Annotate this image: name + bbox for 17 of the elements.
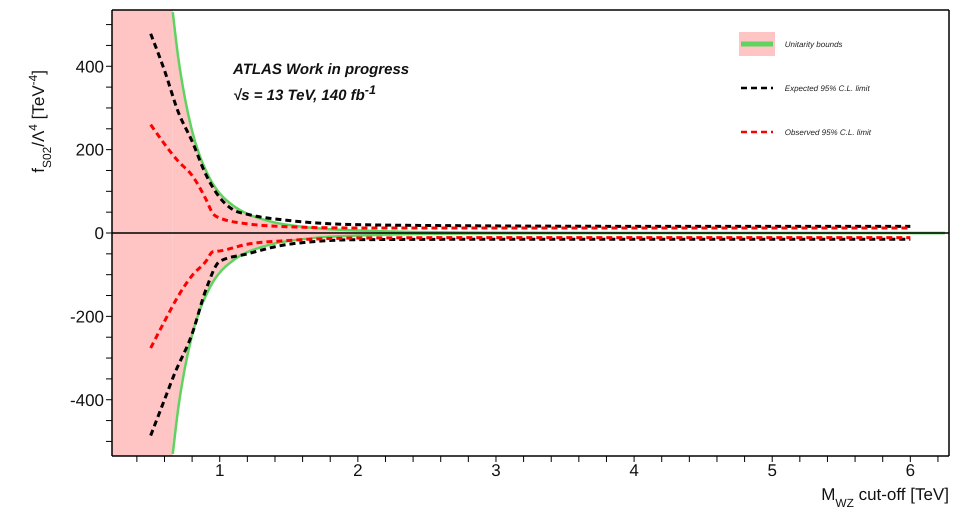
x-axis-title: M$_{WZ}$ cut-off [TeV] xyxy=(821,485,949,510)
x-tick-label: 3 xyxy=(491,461,501,480)
y-tick-label: -400 xyxy=(70,390,104,410)
annotation: √s = 13 TeV, 140 fb$^{-1}$ xyxy=(233,82,377,106)
y-tick-label: 200 xyxy=(76,140,104,160)
legend-label: Expected 95% C.L. limit xyxy=(784,84,870,92)
annotation: ATLAS Work in progress xyxy=(233,60,410,80)
x-tick-label: 6 xyxy=(906,461,916,480)
legend-label: Unitarity bounds xyxy=(784,40,843,48)
x-tick-label: 4 xyxy=(629,461,639,480)
legend-label: Observed 95% C.L. limit xyxy=(784,128,871,136)
x-tick-label: 1 xyxy=(215,461,224,480)
y-tick-label: 400 xyxy=(76,57,104,76)
x-tick-label: 5 xyxy=(767,461,777,480)
y-tick-label: -200 xyxy=(70,307,104,326)
x-tick-label: 2 xyxy=(353,461,363,480)
y-tick-label: 0 xyxy=(94,224,104,244)
